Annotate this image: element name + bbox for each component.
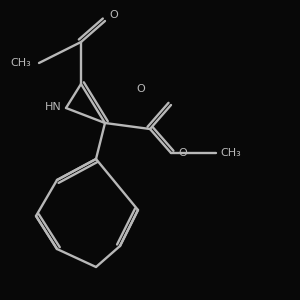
Text: O: O: [178, 148, 187, 158]
Text: HN: HN: [45, 101, 61, 112]
Text: CH₃: CH₃: [11, 58, 32, 68]
Text: CH₃: CH₃: [220, 148, 241, 158]
Text: O: O: [110, 10, 118, 20]
Text: O: O: [136, 85, 145, 94]
